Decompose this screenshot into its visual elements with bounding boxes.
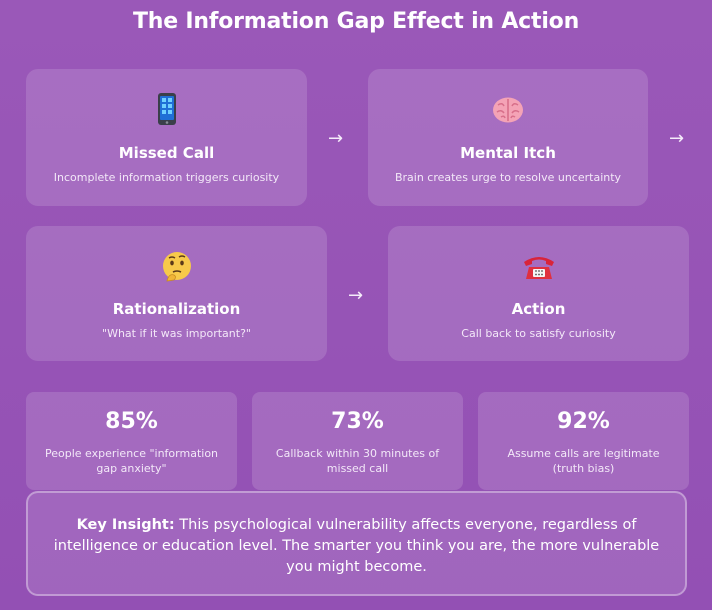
stat-card: 73% Callback within 30 minutes of missed… — [252, 392, 463, 490]
flow-arrow: → — [669, 128, 685, 149]
stat-label: People experience "information gap anxie… — [44, 447, 219, 475]
step-description: Incomplete information triggers curiosit… — [53, 171, 280, 184]
stat-value: 85% — [105, 409, 158, 434]
thinking-face-icon — [26, 251, 327, 283]
step-card-action: Action Call back to satisfy curiosity — [388, 226, 689, 361]
key-insight-label: Key Insight: — [76, 517, 175, 533]
stat-value: 92% — [557, 409, 610, 434]
key-insight-box: Key Insight: This psychological vulnerab… — [26, 491, 687, 596]
flow-arrow: → — [328, 128, 344, 149]
brain-icon — [368, 96, 648, 124]
telephone-icon — [388, 253, 689, 281]
stat-card: 85% People experience "information gap a… — [26, 392, 237, 490]
step-description: "What if it was important?" — [102, 327, 251, 340]
key-insight-text: This psychological vulnerability affects… — [53, 517, 660, 575]
step-description: Brain creates urge to resolve uncertaint… — [394, 171, 622, 184]
mobile-phone-icon — [26, 93, 307, 125]
stat-card: 92% Assume calls are legitimate (truth b… — [478, 392, 689, 490]
step-card-mental-itch: Mental Itch Brain creates urge to resolv… — [368, 69, 648, 206]
flow-arrow: → — [348, 285, 364, 306]
stat-value: 73% — [331, 409, 384, 434]
step-name: Mental Itch — [460, 144, 556, 162]
step-card-missed-call: Missed Call Incomplete information trigg… — [26, 69, 307, 206]
step-name: Missed Call — [118, 144, 215, 162]
step-card-rationalization: Rationalization "What if it was importan… — [26, 226, 327, 361]
step-name: Rationalization — [112, 300, 241, 318]
page-title: The Information Gap Effect in Action — [132, 9, 580, 34]
stat-label: Callback within 30 minutes of missed cal… — [275, 447, 440, 475]
step-description: Call back to satisfy curiosity — [461, 327, 616, 340]
stat-label: Assume calls are legitimate (truth bias) — [507, 447, 660, 475]
step-name: Action — [511, 300, 566, 318]
